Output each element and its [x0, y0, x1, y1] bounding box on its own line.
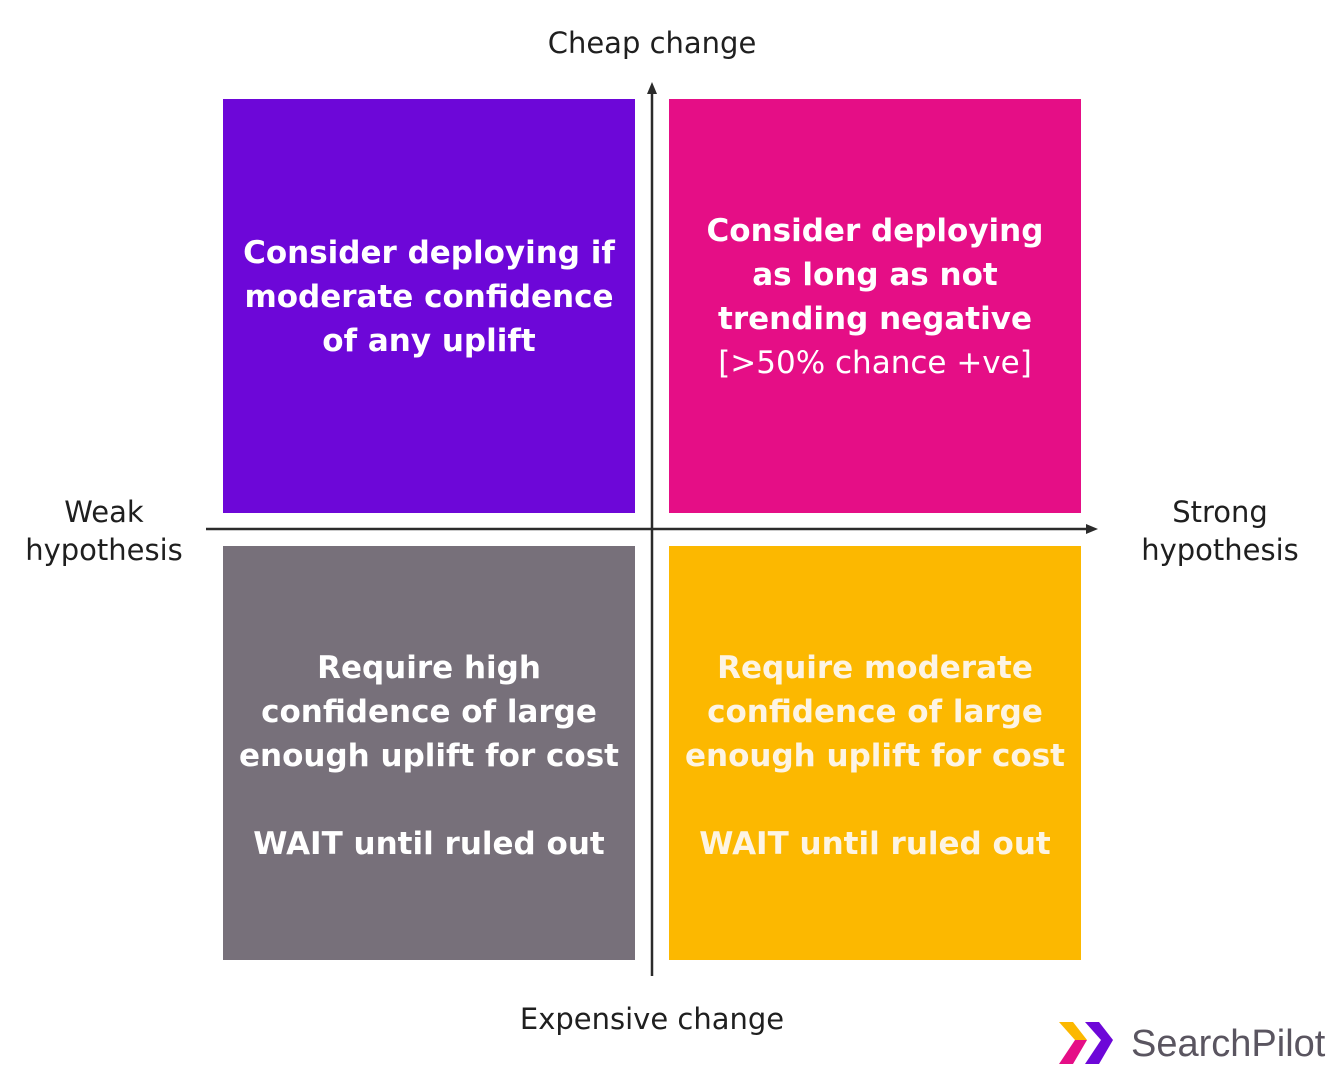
vertical-axis-arrowhead	[647, 82, 657, 94]
chevron-yellow	[1059, 1022, 1087, 1040]
axis-label-weak-line-2: hypothesis	[25, 533, 183, 567]
quadrant-text: Require moderate confidence of large eno…	[685, 650, 1065, 774]
axis-label-cheap-change: Cheap change	[547, 26, 757, 60]
logo-wordmark: SearchPilot	[1131, 1022, 1326, 1065]
quadrant-text: Consider deploying if moderate confidenc…	[243, 235, 615, 359]
quadrant-note: [>50% chance +ve]	[718, 345, 1032, 381]
chevron-purple-bottom	[1085, 1040, 1113, 1064]
axis-label-strong-line-2: hypothesis	[1141, 533, 1299, 567]
quadrant-text: Consider deploying as long as not trendi…	[706, 213, 1044, 337]
horizontal-axis-arrowhead	[1086, 524, 1098, 534]
searchpilot-logo: SearchPilot	[1057, 1018, 1325, 1070]
axis-label-weak-hypothesis: Weak hypothesis	[4, 493, 204, 569]
quadrant-action: WAIT until ruled out	[253, 826, 605, 862]
searchpilot-chevrons-icon	[1059, 1022, 1113, 1064]
quadrant-weak-cheap: Consider deploying if moderate confidenc…	[223, 99, 635, 513]
axis-label-weak-line-1: Weak	[64, 495, 144, 529]
chevron-purple-top	[1085, 1022, 1113, 1040]
quadrant-strong-cheap: Consider deploying as long as not trendi…	[669, 99, 1081, 513]
quadrant-weak-expensive: Require high confidence of large enough …	[223, 546, 635, 960]
axis-label-strong-line-1: Strong	[1172, 495, 1268, 529]
quadrant-text: Require high confidence of large enough …	[239, 650, 619, 774]
quadrant-action: WAIT until ruled out	[699, 826, 1051, 862]
axis-label-expensive-change: Expensive change	[519, 1002, 785, 1036]
quadrant-strong-expensive: Require moderate confidence of large eno…	[669, 546, 1081, 960]
axis-label-strong-hypothesis: Strong hypothesis	[1120, 493, 1320, 569]
chevron-pink	[1059, 1040, 1087, 1064]
